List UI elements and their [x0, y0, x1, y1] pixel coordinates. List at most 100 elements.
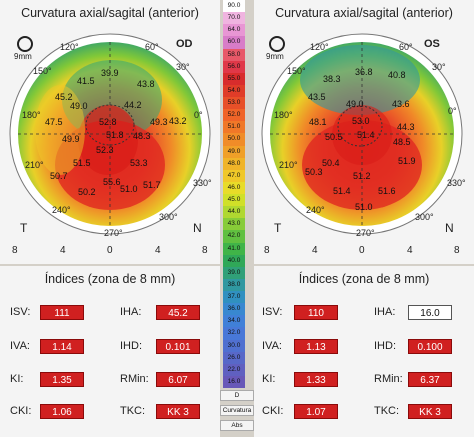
left-index-value: 1.14	[40, 339, 84, 354]
right-map-value: 50.4	[322, 158, 340, 168]
scale-footer-abs[interactable]: Abs	[220, 420, 254, 431]
scale-swatch: 49.0	[223, 145, 245, 158]
scale-swatch: 26.0	[223, 351, 245, 364]
left-index-value: 1.06	[40, 404, 84, 419]
left-tick-0: 8	[12, 245, 18, 256]
right-tick-1: 4	[312, 245, 318, 256]
scale-swatch: 38.0	[223, 278, 245, 291]
left-map-value: 49.3	[150, 117, 168, 127]
degree-label: 330°	[193, 178, 212, 188]
left-map-value: 53.3	[130, 158, 148, 168]
right-map-value: 50.3	[305, 167, 323, 177]
left-temporal-label: T	[20, 221, 28, 235]
left-index-value: 1.35	[40, 372, 84, 387]
right-map-title: Curvatura axial/sagital (anterior)	[275, 6, 453, 20]
right-index-label: TKC:	[374, 405, 400, 417]
degree-label: 270°	[356, 228, 375, 238]
scale-swatch: 55.0	[223, 72, 245, 85]
left-map-value: 51.7	[143, 180, 161, 190]
right-tick-2: 0	[359, 245, 365, 256]
left-index-label: IHA:	[120, 306, 142, 318]
scale-swatch: 44.0	[223, 206, 245, 219]
left-eye-label: OD	[176, 38, 193, 50]
scale-swatch: 45.0	[223, 194, 245, 207]
right-map-value: 51.2	[353, 171, 371, 181]
left-map-value: 52.3	[96, 145, 114, 155]
scale-swatch: 46.0	[223, 181, 245, 194]
scale-swatch: 53.0	[223, 97, 245, 110]
right-index-label: IHA:	[374, 306, 396, 318]
left-map-value: 49.0	[70, 101, 88, 111]
left-index-value: 111	[40, 305, 84, 320]
left-magnifier-icon[interactable]	[17, 36, 33, 52]
left-map-value: 48.3	[133, 131, 151, 141]
left-map-value: 50.7	[50, 171, 68, 181]
right-magnifier-icon[interactable]	[269, 36, 285, 52]
right-map-value: 38.3	[323, 74, 341, 84]
scale-swatch: 39.0	[223, 266, 245, 279]
right-map-value: 40.8	[388, 70, 406, 80]
right-map-value: 48.1	[309, 117, 327, 127]
right-zoom-label: 9mm	[266, 52, 284, 61]
degree-label: 300°	[415, 212, 434, 222]
left-zoom-label: 9mm	[14, 52, 32, 61]
left-map-value: 52.8	[99, 117, 117, 127]
right-map-value: 49.0	[346, 99, 364, 109]
scale-swatch: 32.0	[223, 327, 245, 340]
left-tick-3: 4	[155, 245, 161, 256]
left-tick-2: 0	[107, 245, 113, 256]
right-map-value: 43.6	[392, 99, 410, 109]
right-index-value: 0.100	[408, 339, 452, 354]
left-map-value: 51.8	[106, 130, 124, 140]
scale-swatch: 16.0	[223, 375, 245, 388]
left-topography-map	[9, 33, 211, 235]
right-indices-panel: Índices (zona de 8 mm) ISV: 110 IHA: 16.…	[254, 266, 474, 437]
right-eye-label: OS	[424, 38, 440, 50]
color-scale: 90.0 70.0 64.0 60.0 58.0 56.0 55.0 54.0 53.0 52.0…	[223, 0, 245, 388]
right-map-value: 43.5	[308, 92, 326, 102]
right-index-value: KK 3	[408, 404, 452, 419]
degree-label: 0°	[194, 110, 203, 120]
left-index-label: IHD:	[120, 340, 142, 352]
left-map-panel: Curvatura axial/sagital (anterior) 9mm	[0, 0, 220, 264]
degree-label: 330°	[447, 178, 466, 188]
right-tick-4: 8	[454, 245, 460, 256]
left-map-value: 49.9	[62, 134, 80, 144]
right-map-value: 51.6	[378, 186, 396, 196]
scale-swatch: 70.0	[223, 12, 245, 25]
degree-label: 150°	[287, 66, 306, 76]
left-map-value: 55.6	[103, 177, 121, 187]
degree-label: 210°	[25, 160, 44, 170]
left-nasal-label: N	[193, 221, 202, 235]
right-indices-title: Índices (zona de 8 mm)	[298, 272, 430, 286]
left-indices-title: Índices (zona de 8 mm)	[44, 272, 176, 286]
right-index-label: IVA:	[262, 340, 282, 352]
degree-label: 150°	[33, 66, 52, 76]
scale-swatch: 54.0	[223, 84, 245, 97]
left-index-label: CKI:	[10, 405, 32, 417]
right-index-value: 16.0	[408, 305, 452, 320]
left-index-value: 6.07	[156, 372, 200, 387]
right-index-label: KI:	[262, 373, 276, 385]
scale-footer-curvature[interactable]: Curvatura	[220, 405, 254, 416]
right-index-value: 1.33	[294, 372, 338, 387]
right-index-label: RMin:	[374, 373, 403, 385]
right-map-value: 51.0	[355, 202, 373, 212]
scale-swatch: 36.0	[223, 303, 245, 316]
right-map-panel: Curvatura axial/sagital (anterior) 9mm O…	[254, 0, 474, 264]
left-index-label: ISV:	[10, 306, 31, 318]
degree-label: 210°	[279, 160, 298, 170]
left-map-value: 41.5	[77, 76, 95, 86]
right-map-value: 51.4	[357, 130, 375, 140]
left-tick-4: 8	[202, 245, 208, 256]
scale-swatch: 60.0	[223, 36, 245, 49]
scale-swatch: 64.0	[223, 24, 245, 37]
scale-swatch: 43.0	[223, 218, 245, 231]
right-nasal-label: N	[445, 221, 454, 235]
scale-swatch: 42.0	[223, 230, 245, 243]
degree-label: 180°	[274, 110, 293, 120]
left-index-label: KI:	[10, 373, 24, 385]
left-index-label: TKC:	[120, 405, 146, 417]
left-index-value: 0.101	[156, 339, 200, 354]
right-index-value: 1.07	[294, 404, 338, 419]
